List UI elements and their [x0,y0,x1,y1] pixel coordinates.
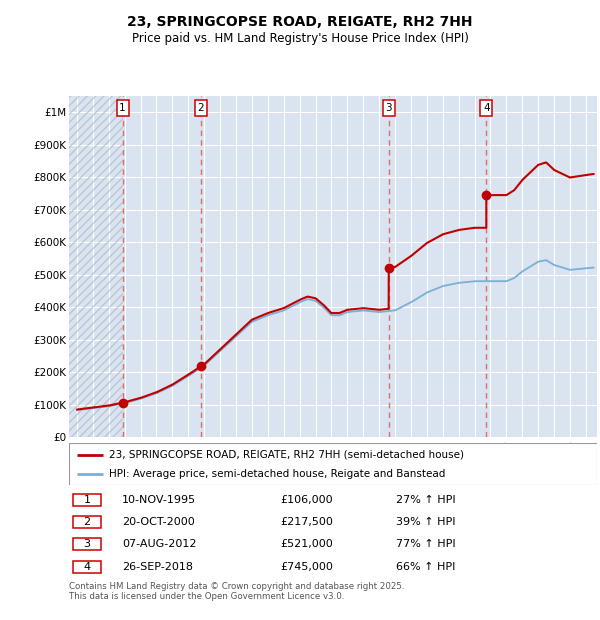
Text: 2: 2 [197,103,205,113]
Text: 20-OCT-2000: 20-OCT-2000 [122,517,194,527]
Text: £217,500: £217,500 [280,517,333,527]
Text: 23, SPRINGCOPSE ROAD, REIGATE, RH2 7HH (semi-detached house): 23, SPRINGCOPSE ROAD, REIGATE, RH2 7HH (… [109,450,464,459]
Text: £521,000: £521,000 [280,539,333,549]
Text: 66% ↑ HPI: 66% ↑ HPI [397,562,456,572]
Text: 3: 3 [83,539,91,549]
Text: 1: 1 [119,103,126,113]
Bar [73,494,101,506]
Text: 10-NOV-1995: 10-NOV-1995 [122,495,196,505]
Text: 4: 4 [483,103,490,113]
Text: 07-AUG-2012: 07-AUG-2012 [122,539,196,549]
Text: 23, SPRINGCOPSE ROAD, REIGATE, RH2 7HH: 23, SPRINGCOPSE ROAD, REIGATE, RH2 7HH [127,16,473,30]
Text: 2: 2 [83,517,91,527]
Text: 26-SEP-2018: 26-SEP-2018 [122,562,193,572]
Bar [73,538,101,551]
Bar [69,96,122,437]
Bar [73,560,101,573]
Text: £745,000: £745,000 [280,562,333,572]
Bar [73,516,101,528]
Text: 1: 1 [83,495,91,505]
Text: £106,000: £106,000 [280,495,333,505]
Text: 27% ↑ HPI: 27% ↑ HPI [397,495,456,505]
Text: 4: 4 [83,562,91,572]
Text: 3: 3 [385,103,392,113]
Bar [69,96,122,437]
Text: 77% ↑ HPI: 77% ↑ HPI [397,539,456,549]
Text: Price paid vs. HM Land Registry's House Price Index (HPI): Price paid vs. HM Land Registry's House … [131,32,469,45]
Text: HPI: Average price, semi-detached house, Reigate and Banstead: HPI: Average price, semi-detached house,… [109,469,445,479]
Text: Contains HM Land Registry data © Crown copyright and database right 2025.
This d: Contains HM Land Registry data © Crown c… [69,582,404,601]
Text: 39% ↑ HPI: 39% ↑ HPI [397,517,456,527]
